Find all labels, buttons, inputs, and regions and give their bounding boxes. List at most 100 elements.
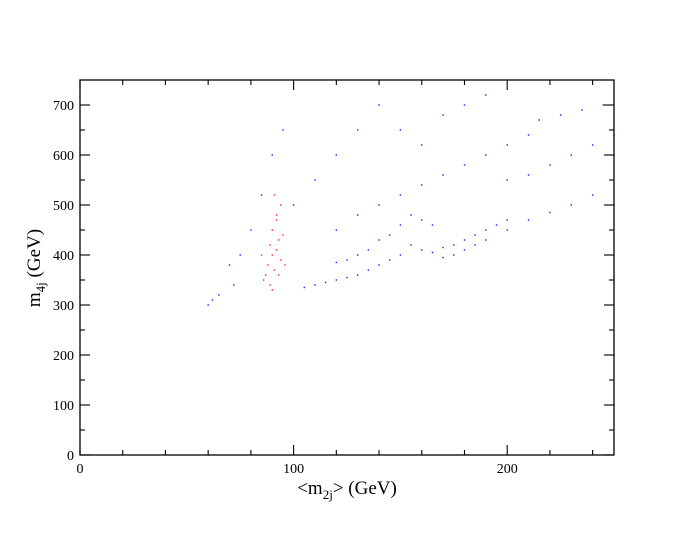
data-point [559, 114, 562, 116]
tick-labels: 0 100 200 0 100 200 300 400 500 600 700 [53, 99, 518, 477]
data-point [463, 104, 466, 106]
data-point [280, 259, 282, 261]
y-tick-label: 0 [67, 449, 74, 464]
data-point [265, 274, 267, 276]
data-point [284, 264, 286, 266]
y-axis-title: m4j (GeV) [24, 229, 48, 307]
y-tick-label: 200 [53, 349, 74, 364]
data-point [335, 279, 338, 281]
data-point [335, 261, 338, 264]
data-point [506, 179, 508, 181]
data-point [356, 214, 359, 216]
data-point [463, 239, 466, 241]
data-point [378, 264, 380, 266]
data-point [485, 94, 487, 96]
data-point [549, 164, 551, 166]
data-point [273, 269, 276, 271]
x-tick-label: 0 [77, 462, 84, 477]
data-point [314, 284, 316, 286]
data-point [282, 234, 284, 236]
data-point [228, 264, 231, 266]
data-point [527, 134, 530, 136]
data-point [367, 249, 370, 251]
data-point [485, 229, 487, 231]
data-point [335, 154, 338, 156]
data-point [271, 154, 273, 156]
data-point [442, 246, 444, 249]
data-point [602, 104, 605, 106]
data-point [570, 204, 572, 206]
data-point [211, 299, 214, 301]
data-point [399, 254, 402, 256]
x-axis-title: <m2j> (GeV) [297, 478, 397, 502]
data-point [506, 229, 508, 231]
data-point [356, 274, 359, 276]
data-point [442, 174, 444, 176]
data-point [260, 194, 263, 196]
data-point [282, 129, 284, 131]
data-point [260, 254, 263, 256]
data-point [399, 129, 402, 131]
data-point [262, 279, 265, 281]
x-tick-label: 100 [283, 462, 304, 477]
data-point [218, 294, 220, 296]
data-point [314, 179, 316, 181]
data-point [273, 194, 276, 196]
data-point [378, 204, 380, 206]
data-point [485, 239, 487, 241]
data-point [280, 204, 282, 206]
data-point [442, 256, 444, 259]
data-point [378, 104, 380, 106]
data-point [277, 274, 280, 276]
y-tick-label: 500 [53, 199, 74, 214]
data-point [346, 276, 348, 279]
data-point [324, 281, 327, 284]
data-point [463, 164, 466, 166]
data-point [356, 129, 359, 131]
data-point [275, 214, 278, 216]
data-point [271, 229, 273, 231]
data-point [570, 154, 572, 156]
data-point [581, 109, 583, 111]
data-point [591, 144, 594, 146]
data-point [549, 211, 551, 214]
data-point [271, 289, 273, 291]
x-tick-label: 200 [497, 462, 518, 477]
data-point [356, 254, 359, 256]
data-point [378, 239, 380, 241]
data-point [399, 194, 402, 196]
data-point [275, 249, 278, 251]
data-point [269, 244, 271, 246]
data-point [485, 154, 487, 156]
data-point [277, 239, 280, 241]
data-point [335, 229, 338, 231]
data-point [303, 286, 305, 289]
y-tick-label: 400 [53, 249, 74, 264]
data-point [538, 119, 540, 121]
data-point [431, 251, 434, 254]
data-points [207, 94, 615, 306]
data-point [250, 229, 252, 231]
data-point [292, 204, 295, 206]
data-point [421, 144, 423, 146]
data-point [506, 144, 508, 146]
y-tick-label: 600 [53, 149, 74, 164]
y-tick-label: 100 [53, 399, 74, 414]
data-point [399, 224, 402, 226]
data-point [271, 254, 273, 256]
data-point [431, 224, 434, 226]
data-point [267, 264, 269, 266]
data-point [421, 184, 423, 186]
data-point [389, 234, 391, 236]
y-tick-label: 300 [53, 299, 74, 314]
data-point [207, 304, 209, 306]
data-point [389, 259, 391, 261]
data-point [506, 219, 508, 221]
data-point [474, 244, 476, 246]
data-point [233, 284, 235, 286]
plot-frame [79, 79, 615, 456]
data-point [474, 234, 476, 236]
data-point [275, 219, 278, 221]
data-point [527, 174, 530, 176]
